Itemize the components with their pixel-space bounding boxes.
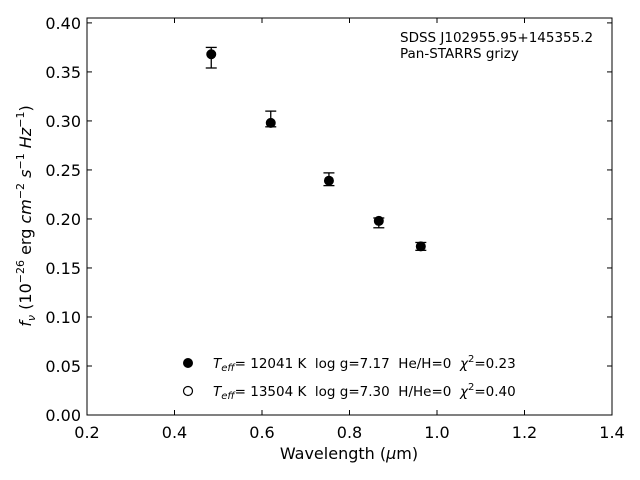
legend: Teff= 12041 K log g=7.17 He/H=0 χ2=0.23 …	[182, 354, 516, 402]
y-tick-label: 0.30	[45, 112, 81, 131]
x-tick-label: 1.2	[512, 423, 537, 442]
y-tick-label: 0.40	[45, 14, 81, 33]
y-tick-label: 0.00	[45, 406, 81, 425]
y-tick-label: 0.10	[45, 308, 81, 327]
x-tick-label: 1.4	[599, 423, 624, 442]
legend-marker-filled	[183, 358, 193, 368]
data-point	[323, 175, 334, 186]
data-points	[206, 49, 426, 252]
y-tick-label: 0.20	[45, 210, 81, 229]
y-tick-label: 0.35	[45, 63, 81, 82]
annotation-survey: Pan-STARRS grizy	[400, 46, 519, 62]
axis-ticks: 0.2 0.4 0.6 0.8 1.0 1.2 1.4 0.00 0.05 0.10 0.15 0.2…	[45, 14, 624, 442]
x-tick-label: 1.0	[424, 423, 449, 442]
data-point	[265, 117, 276, 128]
legend-marker-open	[182, 385, 194, 397]
y-tick-label: 0.05	[45, 357, 81, 376]
data-point	[415, 241, 426, 252]
x-tick-label: 0.8	[337, 423, 362, 442]
legend-entry-1: Teff= 12041 K log g=7.17 He/H=0 χ2=0.23	[213, 354, 516, 374]
y-tick-label: 0.15	[45, 259, 81, 278]
error-bars	[205, 46, 427, 251]
x-tick-label: 0.4	[162, 423, 187, 442]
annotation-object-name: SDSS J102955.95+145355.2	[400, 30, 593, 46]
x-axis-label: Wavelength (μm)	[280, 444, 418, 463]
y-axis-label: fν (10−26 erg cm−2 s−1 Hz−1)	[14, 105, 38, 326]
data-point	[373, 215, 384, 226]
data-point	[206, 49, 217, 60]
y-tick-label: 0.25	[45, 161, 81, 180]
x-tick-label: 0.6	[249, 423, 274, 442]
x-tick-label: 0.2	[74, 423, 99, 442]
legend-entry-2: Teff= 13504 K log g=7.30 H/He=0 χ2=0.40	[213, 382, 516, 402]
